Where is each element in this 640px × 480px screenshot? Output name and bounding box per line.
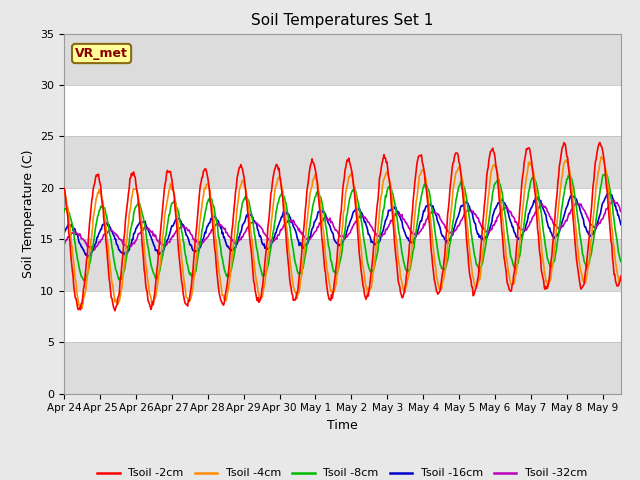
Tsoil -16cm: [298, 245, 306, 251]
Tsoil -8cm: [298, 266, 306, 272]
Tsoil -8cm: [460, 184, 468, 190]
Bar: [64, 291, 621, 342]
Tsoil -4cm: [139, 228, 147, 234]
Tsoil -8cm: [474, 264, 481, 269]
Tsoil -4cm: [460, 192, 468, 198]
Tsoil -4cm: [474, 280, 481, 286]
Tsoil -2cm: [298, 242, 306, 248]
Tsoil -32cm: [460, 212, 468, 217]
Tsoil -2cm: [63, 203, 70, 209]
Tsoil -16cm: [605, 190, 613, 196]
Tsoil -2cm: [596, 140, 604, 145]
Tsoil -8cm: [319, 207, 327, 213]
Legend: Tsoil -2cm, Tsoil -4cm, Tsoil -8cm, Tsoil -16cm, Tsoil -32cm: Tsoil -2cm, Tsoil -4cm, Tsoil -8cm, Tsoi…: [93, 464, 592, 480]
Tsoil -4cm: [617, 275, 625, 281]
Tsoil -16cm: [139, 219, 147, 225]
Tsoil -32cm: [474, 215, 481, 221]
Tsoil -4cm: [598, 154, 605, 159]
Line: Tsoil -8cm: Tsoil -8cm: [64, 175, 621, 281]
Bar: [64, 85, 621, 136]
Tsoil -16cm: [84, 254, 92, 260]
Tsoil -32cm: [319, 217, 327, 223]
Title: Soil Temperatures Set 1: Soil Temperatures Set 1: [252, 13, 433, 28]
Tsoil -4cm: [319, 227, 327, 233]
Y-axis label: Soil Temperature (C): Soil Temperature (C): [22, 149, 35, 278]
Tsoil -2cm: [139, 247, 147, 253]
Tsoil -4cm: [63, 196, 70, 202]
Tsoil -4cm: [60, 191, 68, 197]
Line: Tsoil -32cm: Tsoil -32cm: [64, 201, 621, 250]
Tsoil -32cm: [609, 198, 616, 204]
Tsoil -8cm: [600, 172, 608, 178]
Tsoil -16cm: [60, 231, 68, 237]
Tsoil -2cm: [617, 273, 625, 279]
Tsoil -2cm: [319, 249, 327, 255]
Text: VR_met: VR_met: [75, 47, 128, 60]
Tsoil -4cm: [298, 266, 306, 272]
Tsoil -16cm: [63, 225, 70, 231]
Tsoil -32cm: [91, 247, 99, 252]
Line: Tsoil -16cm: Tsoil -16cm: [64, 193, 621, 257]
Tsoil -32cm: [60, 242, 68, 248]
Tsoil -4cm: [77, 305, 84, 311]
Tsoil -16cm: [319, 208, 327, 214]
Line: Tsoil -4cm: Tsoil -4cm: [64, 156, 621, 308]
Tsoil -2cm: [460, 206, 468, 212]
Tsoil -2cm: [111, 308, 119, 314]
Tsoil -32cm: [63, 237, 70, 243]
Tsoil -16cm: [617, 222, 625, 228]
Line: Tsoil -2cm: Tsoil -2cm: [64, 143, 621, 311]
Bar: [64, 188, 621, 240]
Tsoil -2cm: [60, 185, 68, 191]
Tsoil -8cm: [63, 206, 70, 212]
Tsoil -16cm: [460, 200, 468, 206]
Tsoil -32cm: [139, 227, 147, 233]
Tsoil -8cm: [81, 278, 89, 284]
Tsoil -8cm: [60, 209, 68, 215]
Tsoil -8cm: [139, 213, 147, 218]
Tsoil -16cm: [474, 231, 481, 237]
Tsoil -8cm: [617, 259, 625, 264]
Tsoil -2cm: [474, 276, 481, 282]
X-axis label: Time: Time: [327, 419, 358, 432]
Tsoil -32cm: [617, 209, 625, 215]
Tsoil -32cm: [298, 230, 306, 236]
